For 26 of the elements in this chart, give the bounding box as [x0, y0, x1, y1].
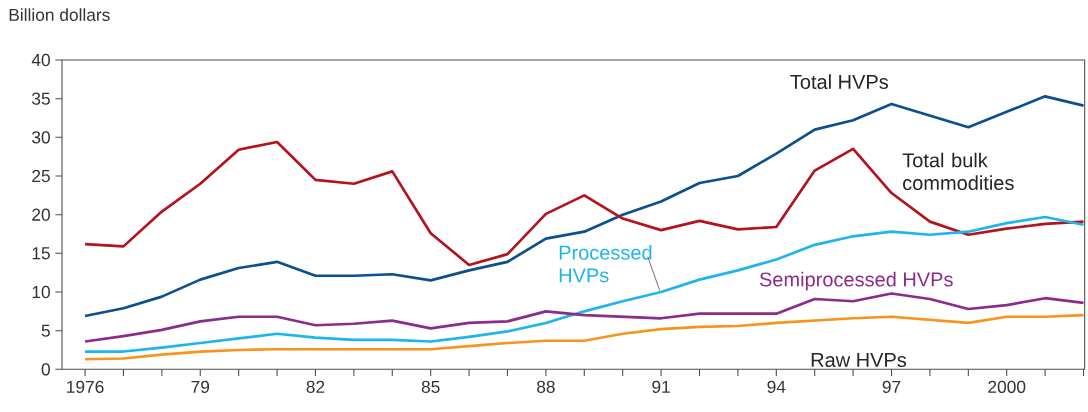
- line-series: [83, 140, 1085, 267]
- series-label: Semiprocessed HVPs: [759, 271, 953, 291]
- y-tick-label: 35: [32, 92, 50, 105]
- y-tick-label: 10: [32, 285, 50, 299]
- series-label: Processed HVPs: [559, 245, 652, 283]
- line-series: [83, 215, 1085, 353]
- y-tick-label: 30: [32, 131, 50, 144]
- x-tick-label: 94: [767, 380, 786, 393]
- y-tick-label: 25: [32, 169, 50, 183]
- y-tick-label: 40: [31, 53, 50, 67]
- x-tick-label: 85: [421, 380, 440, 393]
- x-tick-label: 79: [191, 380, 210, 393]
- y-tick-label: 15: [32, 247, 50, 260]
- y-tick-label: 0: [41, 363, 50, 376]
- series-label: Raw HVPs: [811, 353, 907, 368]
- x-tick-label: 1976: [67, 380, 104, 393]
- x-tick-label: 82: [306, 380, 325, 393]
- y-axis-title: Billion dollars: [9, 8, 110, 21]
- x-tick-label: 97: [882, 380, 901, 393]
- series-label: Total HVPs: [790, 74, 889, 89]
- x-tick-label: 91: [652, 380, 670, 393]
- y-tick-label: 5: [41, 324, 50, 337]
- x-tick-label: 2000: [988, 380, 1026, 393]
- x-tick-label: 88: [537, 380, 555, 393]
- y-tick-label: 20: [32, 208, 50, 221]
- series-label: Total bulk commodities: [902, 152, 1014, 191]
